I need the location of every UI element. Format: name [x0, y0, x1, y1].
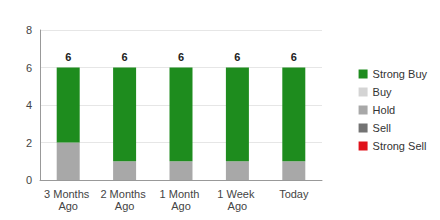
svg-text:0: 0 [26, 174, 32, 186]
svg-text:Today: Today [279, 188, 309, 200]
svg-text:Sell: Sell [373, 122, 391, 134]
svg-text:Ago: Ago [115, 200, 135, 212]
svg-text:6: 6 [122, 51, 128, 63]
svg-text:Buy: Buy [373, 86, 392, 98]
svg-text:6: 6 [291, 51, 297, 63]
svg-text:Ago: Ago [171, 200, 191, 212]
svg-text:6: 6 [234, 51, 240, 63]
svg-text:Ago: Ago [228, 200, 248, 212]
svg-text:6: 6 [26, 62, 32, 74]
svg-text:1 Week: 1 Week [217, 188, 257, 200]
svg-text:Strong Sell: Strong Sell [373, 140, 427, 152]
svg-text:Hold: Hold [373, 104, 396, 116]
svg-text:3 Months: 3 Months [44, 188, 92, 200]
svg-text:4: 4 [26, 99, 32, 111]
svg-text:8: 8 [26, 24, 32, 36]
svg-text:2 Months: 2 Months [100, 188, 148, 200]
svg-text:6: 6 [178, 51, 184, 63]
svg-text:6: 6 [65, 51, 71, 63]
svg-text:2: 2 [26, 137, 32, 149]
svg-text:Strong Buy: Strong Buy [373, 68, 428, 80]
svg-text:Ago: Ago [58, 200, 78, 212]
svg-text:1 Month: 1 Month [160, 188, 203, 200]
